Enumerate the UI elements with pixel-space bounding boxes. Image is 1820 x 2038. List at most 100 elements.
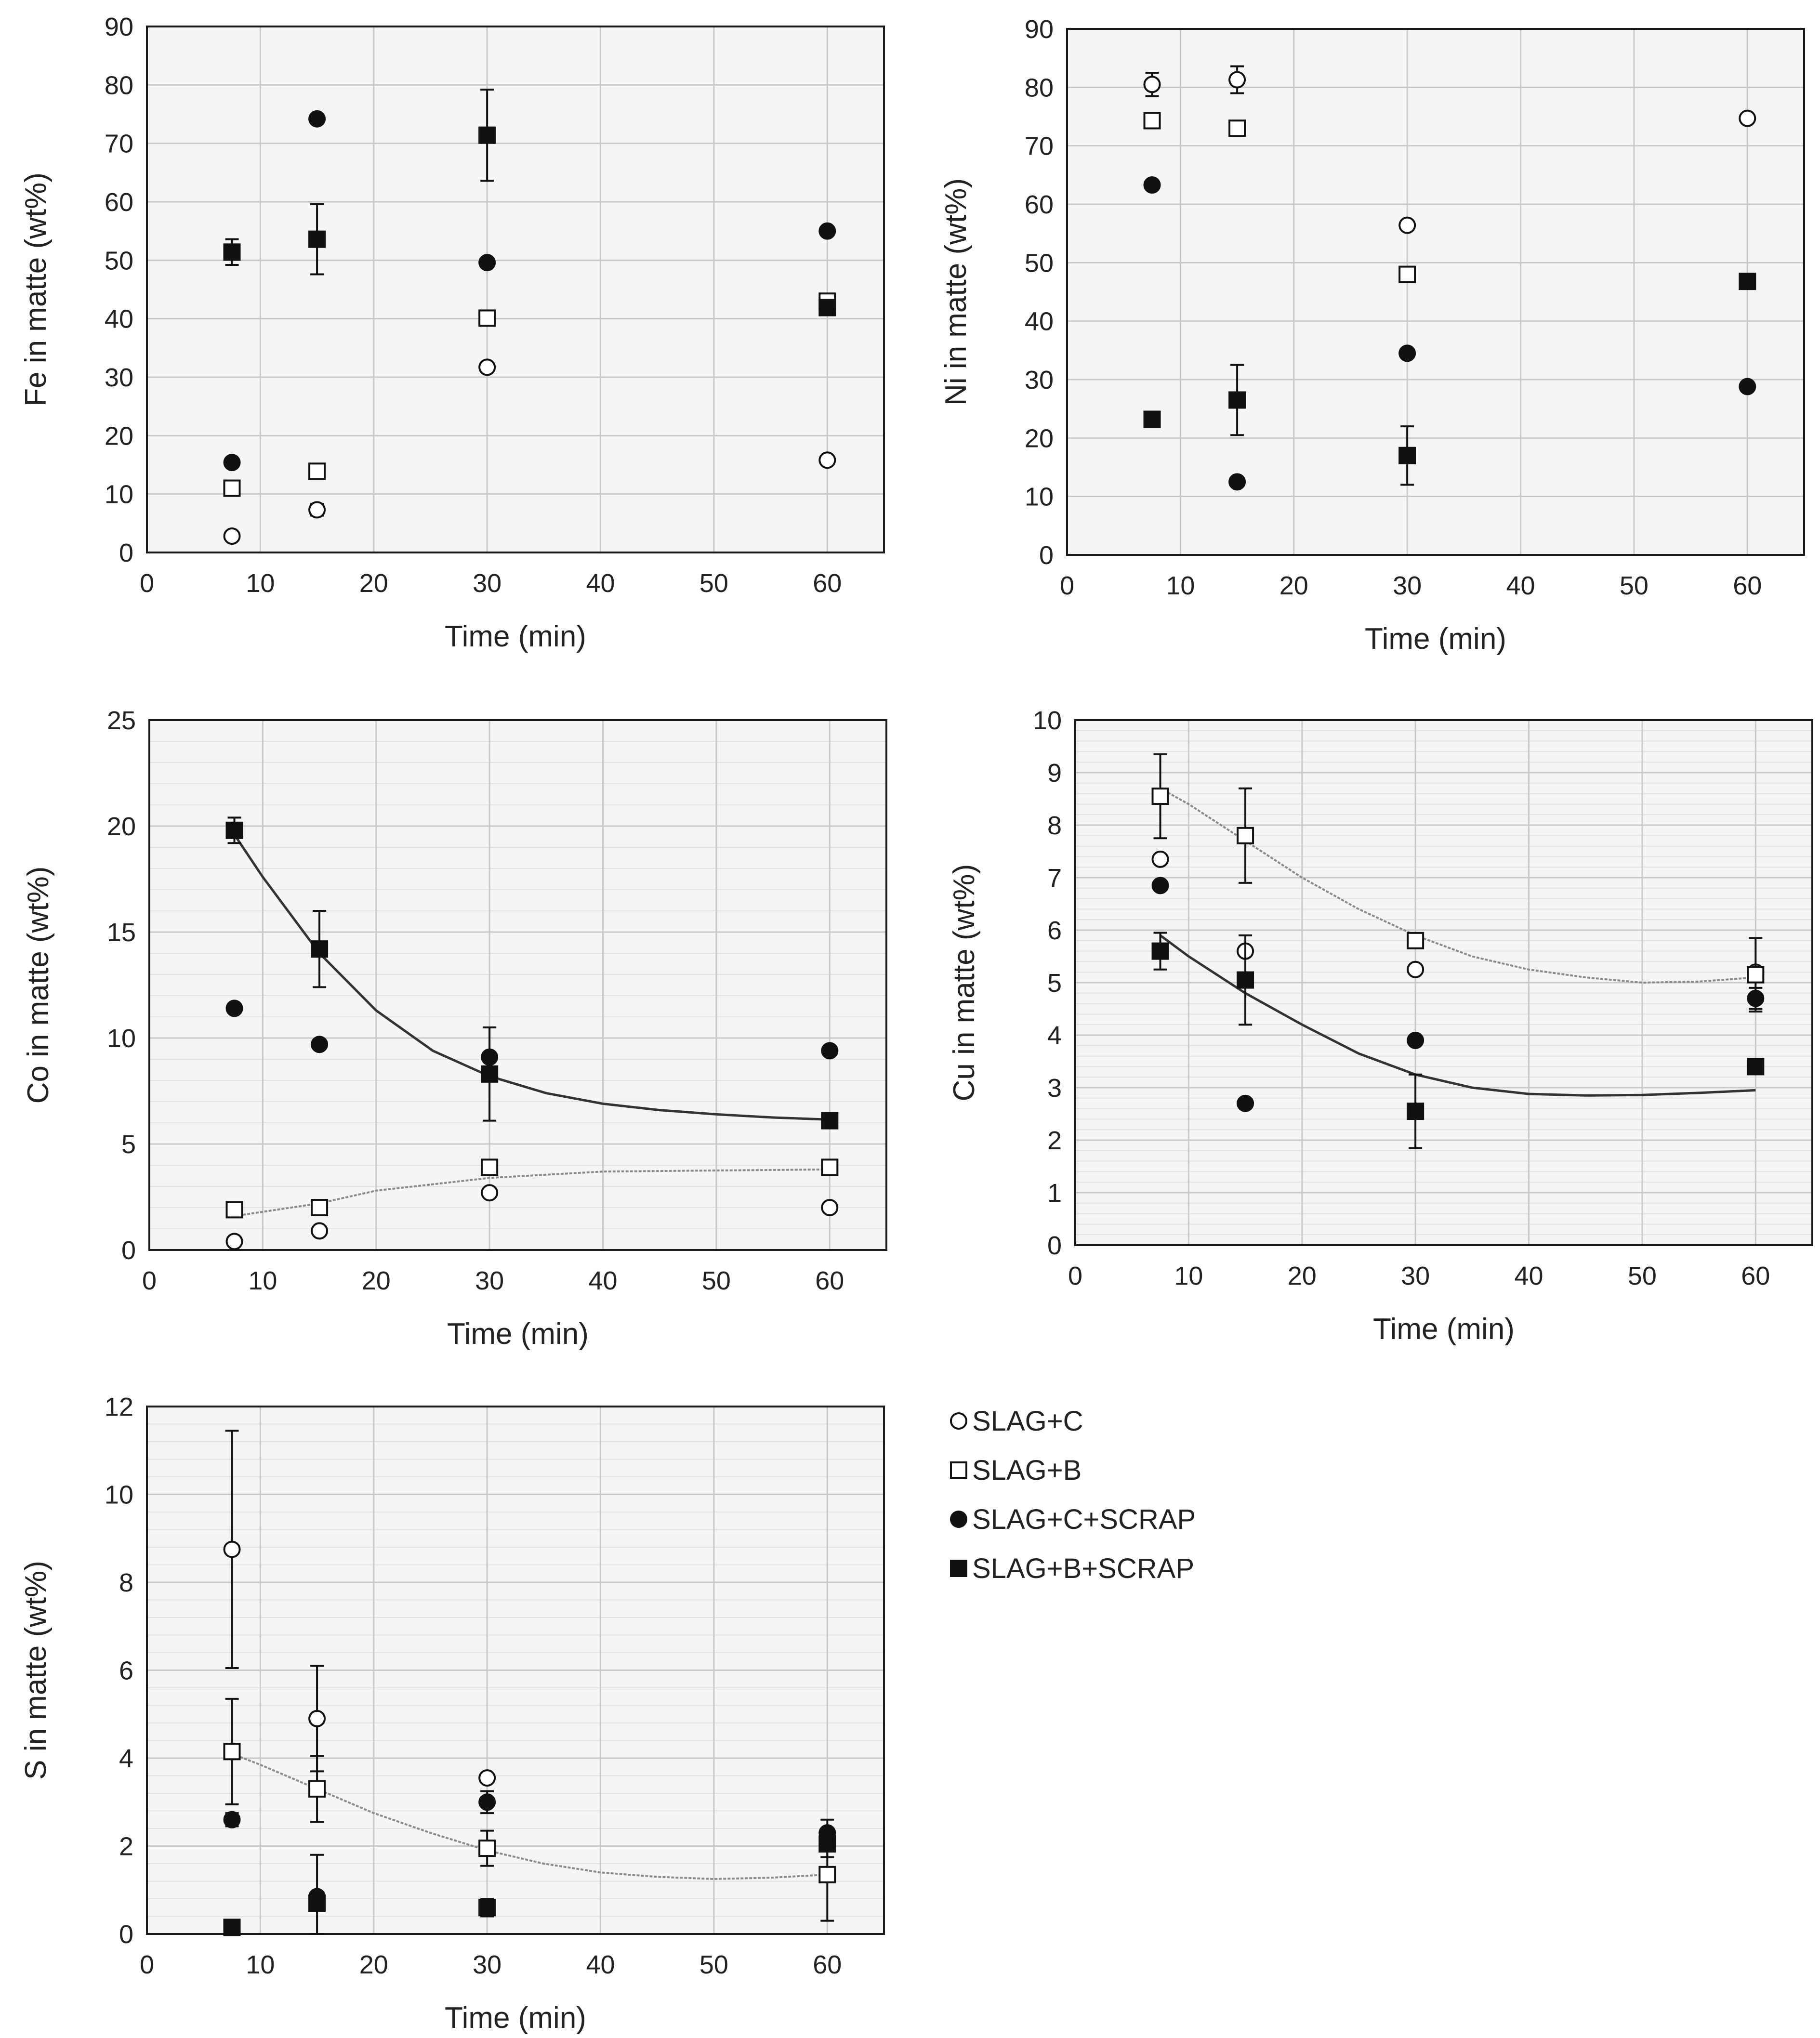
data-point [1398,265,1416,283]
series-sc [223,358,836,545]
data-point [308,1894,326,1912]
data-point [478,309,496,327]
plot-frame [1066,28,1805,556]
x-tick-label: 20 [359,1950,388,1979]
data-point [311,1036,329,1053]
data-point [225,999,243,1017]
legend-item-slag-b-scrap: SLAG+B+SCRAP [950,1553,1194,1584]
series-sc [1143,65,1756,234]
legend: SLAG+C SLAG+B SLAG+C+SCRAP SLAG+B+SCRAP [950,1406,1196,1584]
x-axis-label: Time (min) [445,620,586,653]
data-point [308,110,326,128]
x-tick-label: 40 [586,569,615,598]
data-point [1747,966,1765,984]
data-point [223,243,241,261]
x-tick-label: 20 [1279,571,1308,600]
y-tick-label: 12 [105,1393,133,1421]
data-point [1151,942,1169,960]
y-axis-label: S in matte (wt%) [19,1561,53,1780]
data-point [223,1743,241,1761]
x-tick-label: 50 [1628,1262,1657,1290]
y-tick-label: 50 [105,246,133,275]
data-point [225,1233,243,1250]
data-point [478,1793,496,1811]
x-axis-label: Time (min) [1373,1313,1515,1346]
data-point [1143,76,1161,93]
data-point [223,527,241,545]
series-sbs [225,816,839,1130]
x-axis-label: Time (min) [445,2001,586,2035]
data-point [308,230,326,248]
x-tick-label: 40 [586,1950,615,1979]
data-point [1143,112,1161,130]
legend-item-slag-c: SLAG+C [950,1406,1083,1437]
y-tick-label: 9 [1047,759,1062,788]
ni-chart-panel: 0 10 20 30 40 50 60 70 80 90 0 10 20 30 40 50 60 Time (mi… [939,15,1805,656]
plot-frame [148,719,887,1251]
data-point [821,1158,839,1176]
data-point [1237,827,1254,844]
x-tick-label: 10 [248,1266,277,1295]
y-tick-label: 0 [119,1920,133,1949]
series-sb [1151,753,1765,1012]
y-tick-label: 90 [105,13,133,41]
y-axis-label: Co in matte (wt%) [22,867,55,1104]
fe-chart-panel: 0 10 20 30 40 50 60 70 80 90 0 10 20 30 40 50 60 Time (mi… [19,13,885,653]
data-point [478,1840,496,1857]
data-point [223,1540,241,1558]
x-tick-label: 60 [813,1950,842,1979]
series-scs [223,110,836,472]
x-tick-label: 50 [702,1266,731,1295]
data-point [1228,71,1246,89]
data-point [223,1811,241,1828]
y-tick-label: 20 [1025,424,1054,453]
y-tick-label: 40 [1025,307,1054,336]
legend-marker-sb [950,1461,967,1479]
series-sbs [1151,932,1765,1149]
y-tick-label: 80 [1025,73,1054,102]
data-point [478,358,496,376]
data-point [818,1835,836,1853]
data-point [478,254,496,272]
data-point [311,1199,329,1216]
data-point [1747,1058,1765,1076]
data-point [223,1919,241,1936]
data-point [308,462,326,480]
y-tick-label: 5 [1047,969,1062,998]
series-sb [225,1158,839,1219]
data-point [818,451,836,469]
x-tick-label: 10 [1174,1262,1203,1290]
data-point [1228,391,1246,409]
data-point [1228,119,1246,137]
x-tick-label: 10 [1166,571,1195,600]
series-sc [225,1184,839,1250]
y-tick-label: 20 [105,421,133,450]
y-tick-label: 10 [1033,706,1062,735]
y-tick-label: 1 [1047,1179,1062,1208]
trendline [234,1168,830,1217]
x-tick-label: 60 [1741,1262,1770,1290]
data-point [1398,216,1416,234]
data-point [308,1780,326,1798]
y-tick-label: 0 [119,539,133,567]
y-tick-label: 15 [107,918,136,947]
data-point [481,1065,499,1083]
data-point [1739,109,1756,127]
series-sbs [223,1829,836,1936]
y-tick-label: 0 [1039,541,1054,570]
x-tick-label: 60 [813,569,842,598]
y-tick-label: 6 [119,1657,133,1685]
series-sc [223,1430,496,1787]
data-point [481,1158,499,1176]
trendline [1160,787,1756,984]
x-tick-label: 0 [142,1266,157,1295]
y-tick-label: 7 [1047,864,1062,893]
data-point [1739,273,1756,290]
data-point [1398,447,1416,464]
x-tick-label: 40 [1514,1262,1543,1290]
x-tick-label: 30 [475,1266,504,1295]
legend-marker-sc [950,1412,967,1430]
x-tick-label: 60 [1733,571,1762,600]
plot-frame [146,26,885,553]
